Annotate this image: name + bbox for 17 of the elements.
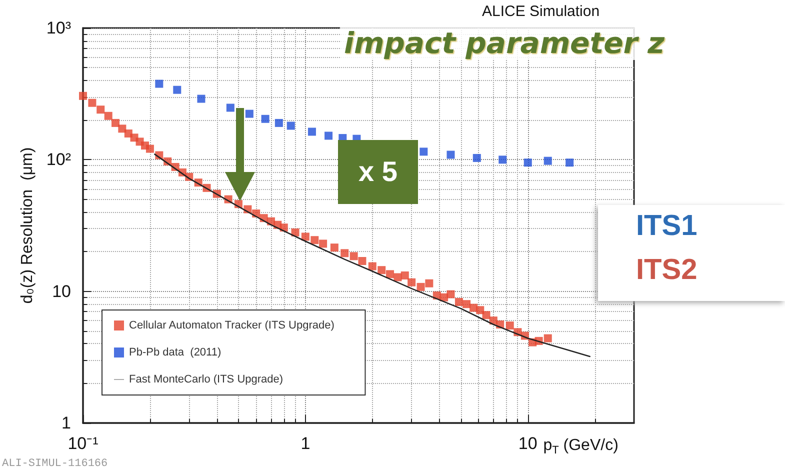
text: ALI-SIMUL-116166 <box>2 458 108 470</box>
legend-label: Cellular Automaton Tracker (ITS Upgrade) <box>129 320 334 332</box>
y-tick-label: 10 <box>52 282 71 301</box>
y-tick-label: 10² <box>46 150 72 170</box>
y-tick-label: 1 <box>62 414 71 432</box>
y-tick-label: 10³ <box>46 18 72 38</box>
text: ITS1 <box>636 210 698 243</box>
x-tick-label: 10⁻¹ <box>68 434 99 453</box>
text: ITS2 <box>636 254 698 287</box>
chart-title: impact parameter z <box>340 26 669 60</box>
legend-label: Pb-Pb data (2011) <box>129 346 222 358</box>
annotation: x 5 <box>338 140 418 204</box>
y-axis-title: d₀(z) Resolution (μm) <box>19 147 36 304</box>
x-tick-label: 1 <box>300 434 310 453</box>
legend-label: Fast MonteCarlo (ITS Upgrade) <box>129 374 284 386</box>
text: ALICE Simulation <box>482 3 600 20</box>
x-tick-label: 10 <box>518 434 538 453</box>
